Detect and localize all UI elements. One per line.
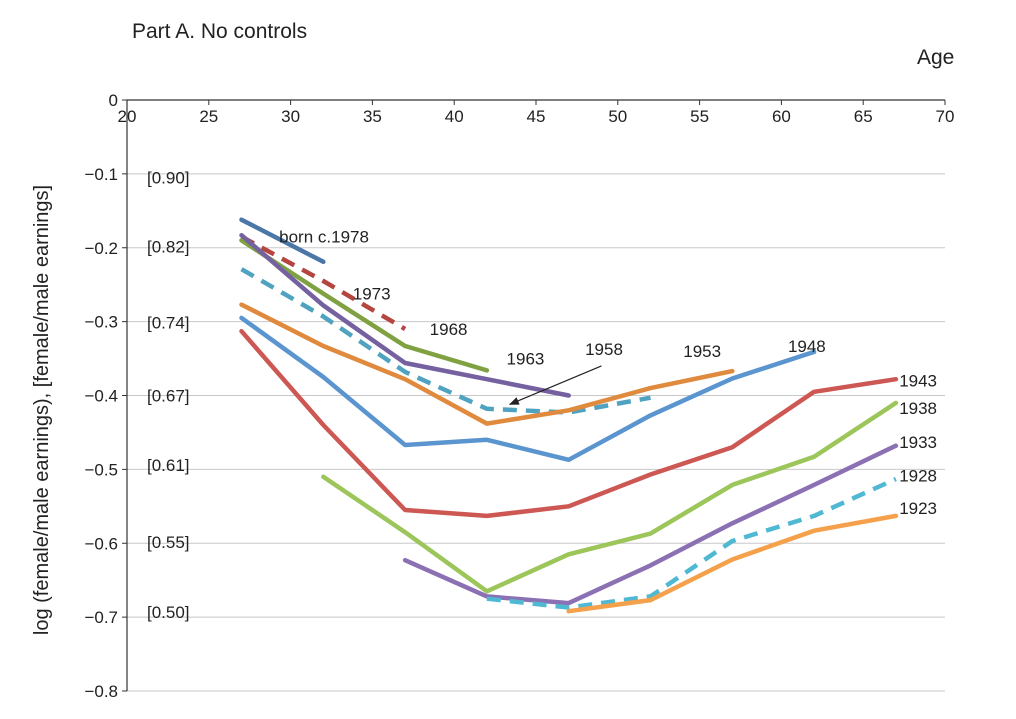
series-lines (239, 217, 899, 614)
series-label: born c.1978 (279, 228, 369, 247)
y-tick-label: −0.5 (84, 460, 118, 479)
y-tick-label: −0.8 (84, 682, 118, 701)
series-label: 1943 (899, 372, 937, 391)
series-label: 1968 (430, 320, 468, 339)
series-line (239, 217, 326, 265)
y-tick-label: −0.4 (84, 387, 118, 406)
series-label: 1958 (585, 340, 623, 359)
x-tick-label: 25 (199, 107, 218, 126)
x-tick-label: 70 (936, 107, 955, 126)
ratio-label: [0.55] (147, 533, 190, 552)
x-axis-label: Age (917, 46, 955, 69)
axes: 0 −0.1 −0.2 −0.3 −0.4 −0.5 −0.6 −0.7 −0.8 20 25 30 3… (84, 91, 954, 701)
x-tick-label: 45 (527, 107, 546, 126)
y-axis-label: log (female/male earnings), [female/male… (31, 185, 53, 635)
series-label: 1953 (683, 342, 721, 361)
x-tick-label: 35 (363, 107, 382, 126)
series-label: 1963 (507, 350, 545, 369)
series-line (239, 315, 817, 463)
series-line (402, 443, 899, 606)
series-label: 1933 (899, 433, 937, 452)
series-line (239, 232, 571, 398)
ratio-label: [0.61] (147, 456, 190, 475)
series-line (240, 234, 407, 331)
series-label: 1928 (899, 466, 937, 485)
y-tick-label: 0 (109, 91, 118, 110)
y-tick-label: −0.3 (84, 313, 118, 332)
ratio-label: [0.50] (147, 603, 190, 622)
y-tick-label: −0.6 (84, 534, 118, 553)
ratio-label: [0.90] (147, 169, 190, 188)
ratio-label: [0.67] (147, 387, 190, 406)
x-tick-label: 55 (690, 107, 709, 126)
x-tick-label: 30 (281, 107, 300, 126)
ratio-label: [0.82] (147, 237, 190, 256)
series-line (239, 238, 490, 373)
chart-title: Part A. No controls (132, 20, 308, 43)
ratio-label: [0.74] (147, 313, 190, 332)
x-tick-label: 40 (445, 107, 464, 126)
y-tick-label: −0.1 (84, 165, 118, 184)
x-tick-label: 20 (118, 107, 137, 126)
series-line (239, 302, 735, 426)
y-tick-label: −0.2 (84, 239, 118, 258)
x-tick-label: 60 (772, 107, 791, 126)
x-tick-label: 65 (854, 107, 873, 126)
series-label: 1948 (788, 337, 826, 356)
series-line (321, 400, 899, 594)
series-line (566, 513, 899, 614)
series-label: 1973 (353, 285, 391, 304)
annotation-arrow (508, 365, 602, 405)
x-tick-label: 50 (608, 107, 627, 126)
series-line (239, 328, 899, 519)
series-label: 1923 (899, 499, 937, 518)
series-line (240, 267, 651, 415)
series-label: 1938 (899, 399, 937, 418)
y-tick-label: −0.7 (84, 608, 118, 627)
series-labels: born c.1978 1973 1968 1963 1958 1953 1948 1943 1… (279, 228, 937, 518)
series-line (486, 476, 897, 610)
